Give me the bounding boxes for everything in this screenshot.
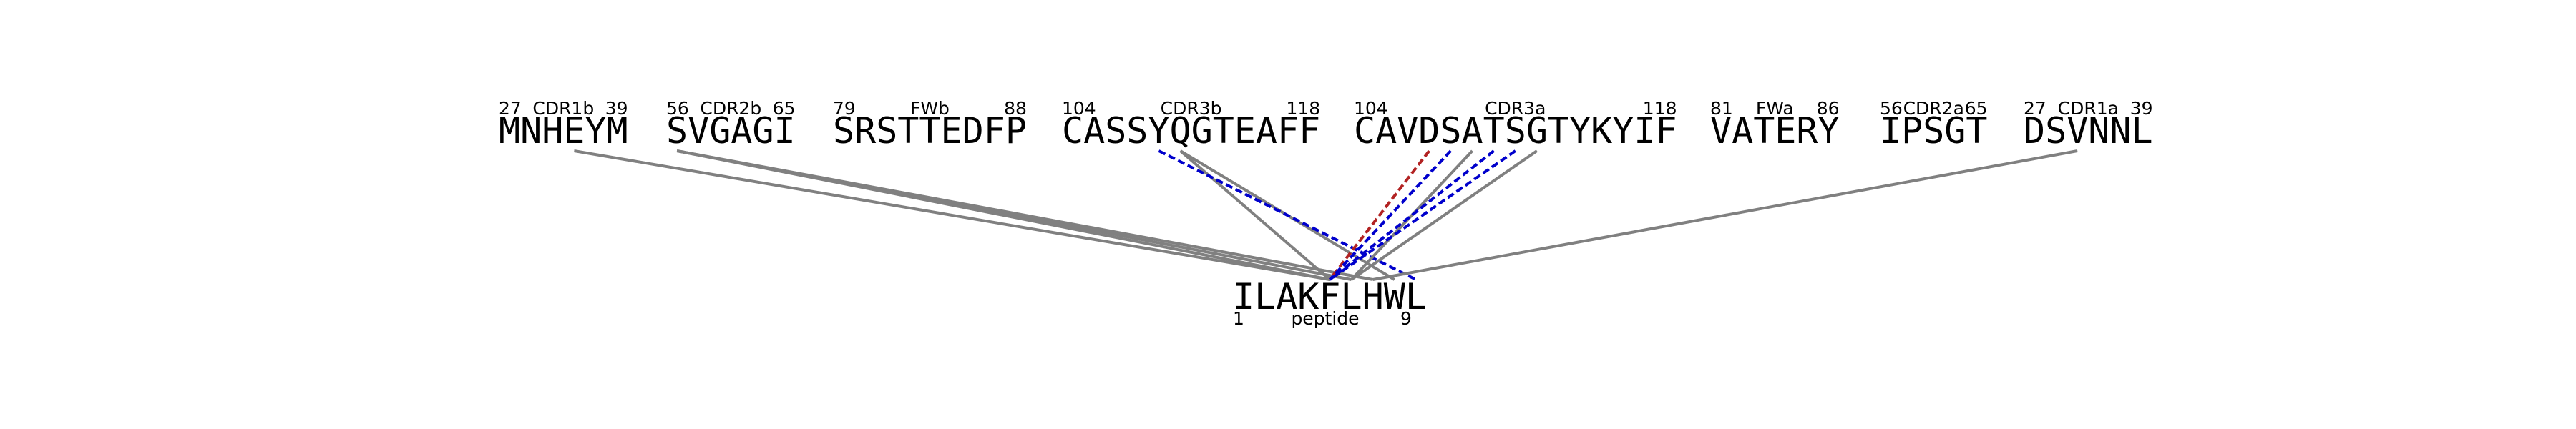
peptide-end-number: 9: [1400, 308, 1412, 329]
segment-region-label-fwa: FWa: [1756, 98, 1794, 119]
segment-start-number-fwa: 81: [1710, 98, 1733, 119]
segment-end-number-cdr2a: 65: [1965, 98, 1988, 119]
contact-line-cdr3a-11: [1329, 149, 1516, 281]
segment-end-number-cdr3a: 118: [1643, 98, 1677, 119]
contact-line-cdr3a-7: [1328, 149, 1430, 281]
segment-region-label-cdr1a: CDR1a: [2058, 98, 2119, 119]
segment-sequence-fwb: SRSTTEDFP: [833, 110, 1027, 152]
segment-sequence-cdr2a: IPSGT: [1880, 110, 1988, 152]
segment-sequence-cdr3a: CAVDSATSGTYKYIF: [1354, 110, 1677, 152]
contact-line-cdr3a-9: [1350, 149, 1474, 281]
segment-end-number-cdr1a: 39: [2130, 98, 2153, 119]
segment-end-number-cdr2b: 65: [773, 98, 796, 119]
segment-end-number-fwa: 86: [1817, 98, 1840, 119]
peptide-start-number: 1: [1233, 308, 1244, 329]
peptide-sequence: ILAKFLHWL: [1233, 276, 1427, 317]
contact-line-cdr1a-13: [1372, 149, 2078, 281]
segment-sequence-cdr3b: CASSYQGTEAFF: [1062, 110, 1320, 152]
segment-start-number-cdr2b: 56: [666, 98, 689, 119]
segment-sequence-cdr1a: DSVNNL: [2024, 110, 2153, 152]
segment-sequence-cdr2b: SVGAGI: [666, 110, 796, 152]
segment-region-label-cdr2a: CDR2a: [1903, 98, 1964, 119]
segment-region-label-cdr2b: CDR2b: [700, 98, 761, 119]
segment-end-number-fwb: 88: [1004, 98, 1027, 119]
peptide-label: peptide: [1291, 308, 1359, 329]
contact-line-cdr2b-3: [676, 149, 1374, 281]
segment-start-number-cdr1a: 27: [2024, 98, 2046, 119]
segment-sequence-fwa: VATERY: [1710, 110, 1840, 152]
segment-end-number-cdr1b: 39: [605, 98, 628, 119]
segment-start-number-cdr3b: 104: [1062, 98, 1096, 119]
segment-start-number-cdr2a: 56: [1880, 98, 1903, 119]
segment-end-number-cdr3b: 118: [1286, 98, 1320, 119]
segment-region-label-cdr1b: CDR1b: [532, 98, 594, 119]
segment-start-number-cdr1b: 27: [499, 98, 522, 119]
segment-region-label-cdr3a: CDR3a: [1485, 98, 1546, 119]
contact-lines: [574, 149, 2078, 281]
contact-line-cdr3a-10: [1329, 149, 1495, 281]
segment-start-number-cdr3a: 104: [1354, 98, 1388, 119]
segment-start-number-fwb: 79: [833, 98, 856, 119]
contact-line-cdr3a-12: [1350, 149, 1538, 281]
segment-sequence-cdr1b: MNHEYM: [499, 110, 628, 152]
contact-line-cdr3b-4: [1179, 149, 1331, 281]
contact-line-cdr3a-8: [1328, 149, 1452, 281]
peptide-group: ILAKFLHWL 1 peptide 9: [1233, 276, 1427, 329]
segment-region-label-fwb: FWb: [910, 98, 950, 119]
contact-line-cdr1b-0: [574, 149, 1330, 281]
segment-region-label-cdr3b: CDR3b: [1161, 98, 1222, 119]
